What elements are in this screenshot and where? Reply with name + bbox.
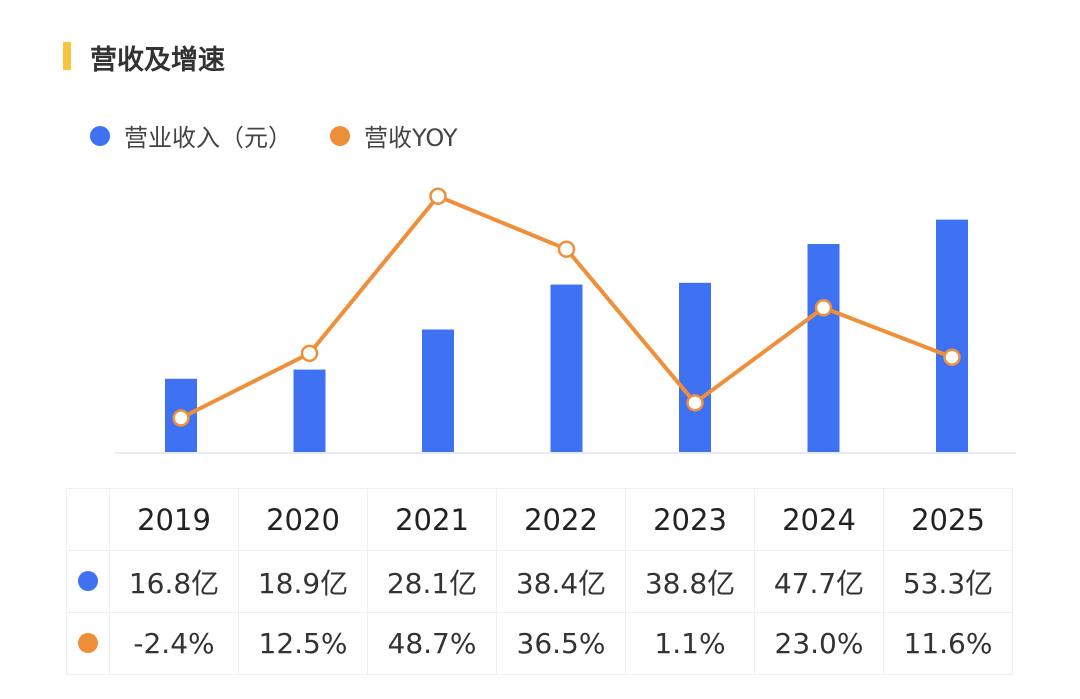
table-year-cell: 2022 — [496, 488, 626, 551]
table-yoy-cell: 12.5% — [238, 612, 368, 675]
table-revenue-cell: 38.4亿 — [496, 550, 626, 613]
table-year-cell: 2024 — [754, 488, 884, 551]
table-revenue-cell: 53.3亿 — [883, 550, 1013, 613]
yoy-point-2024 — [814, 299, 833, 317]
yoy-point-2019 — [172, 409, 190, 427]
table-row-marker — [66, 612, 110, 675]
revenue-dot — [78, 571, 98, 591]
legend-item-revenue: 营业收入（元） — [90, 118, 292, 153]
table-revenue-cell: 28.1亿 — [367, 550, 497, 613]
table-year-cell: 2023 — [625, 488, 755, 551]
table-yoy-cell: -2.4% — [109, 612, 239, 675]
table-year-cell: 2019 — [109, 488, 239, 551]
title-accent-bar — [63, 42, 71, 70]
table-yoy-cell: 23.0% — [754, 612, 884, 675]
bar-2021 — [422, 329, 454, 452]
bar-2024 — [807, 244, 840, 452]
data-table: 2019 2020 2021 2022 2023 2024 2025 16.8亿 18.9亿 2… — [66, 488, 1013, 675]
table-revenue-cell: 16.8亿 — [109, 550, 239, 613]
legend-label-revenue: 营业收入（元） — [124, 124, 292, 152]
table-yoy-cell: 48.7% — [367, 612, 497, 675]
legend-dot-yoy — [330, 125, 350, 146]
table-header-row: 2019 2020 2021 2022 2023 2024 2025 — [66, 488, 1013, 551]
table-year-cell: 2020 — [238, 488, 368, 551]
table-revenue-cell: 18.9亿 — [238, 550, 368, 613]
legend-label-yoy: 营收YOY — [364, 124, 458, 152]
table-year-cell: 2021 — [367, 488, 497, 551]
yoy-point-2020 — [300, 344, 319, 363]
bar-2025 — [936, 219, 968, 452]
bar-2022 — [550, 284, 583, 452]
table-revenue-cell: 38.8亿 — [625, 550, 755, 613]
table-year-cell: 2025 — [883, 488, 1013, 551]
chart-title: 营收及增速 — [90, 45, 225, 76]
legend-item-yoy: 营收YOY — [330, 118, 458, 153]
table-row-revenue: 16.8亿 18.9亿 28.1亿 38.4亿 38.8亿 47.7亿 53.3亿 — [66, 550, 1013, 613]
yoy-point-2021 — [429, 187, 447, 205]
chart-plot — [115, 187, 1016, 454]
bar-2020 — [293, 369, 326, 452]
bar-2023 — [679, 282, 711, 452]
table-corner-cell — [66, 488, 110, 551]
legend: 营业收入（元） 营收YOY — [90, 118, 496, 153]
yoy-dot — [78, 633, 98, 653]
yoy-point-2025 — [943, 348, 961, 367]
legend-dot-revenue — [90, 125, 110, 146]
table-yoy-cell: 36.5% — [496, 612, 626, 675]
table-yoy-cell: 11.6% — [883, 612, 1013, 675]
table-yoy-cell: 1.1% — [625, 612, 755, 675]
table-row-yoy: -2.4% 12.5% 48.7% 36.5% 1.1% 23.0% 11.6% — [66, 612, 1013, 675]
yoy-point-2022 — [557, 240, 576, 258]
table-row-marker — [66, 550, 110, 613]
yoy-point-2023 — [686, 394, 704, 412]
table-revenue-cell: 47.7亿 — [754, 550, 884, 613]
